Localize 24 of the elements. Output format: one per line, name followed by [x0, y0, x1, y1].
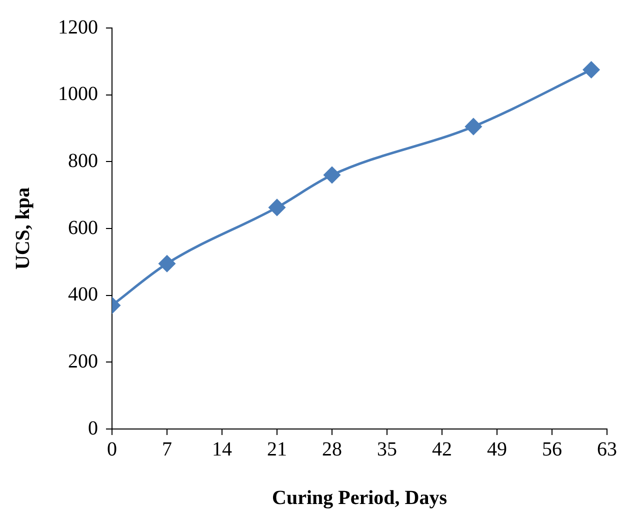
- x-tick-label: 56: [542, 438, 562, 460]
- x-tick-label: 35: [377, 438, 397, 460]
- y-axis-title: UCS, kpa: [12, 187, 34, 270]
- y-tick-label: 800: [68, 150, 98, 172]
- x-tick-label: 0: [107, 438, 117, 460]
- y-tick-label: 1000: [58, 83, 98, 106]
- point: [268, 199, 286, 216]
- x-tick-label: 28: [322, 438, 342, 460]
- point: [583, 62, 600, 78]
- y-tick-label: 400: [68, 284, 98, 306]
- x-tick-label: 42: [432, 438, 452, 460]
- y-tick-label: 600: [68, 216, 98, 239]
- y-tick-label: 1200: [58, 16, 98, 38]
- x-axis-title: Curing Period, Days: [272, 487, 448, 510]
- x-tick-label: 63: [597, 438, 617, 460]
- point: [324, 166, 340, 184]
- point: [465, 118, 482, 135]
- x-tick-label: 7: [162, 438, 172, 460]
- y-tick-label: 200: [68, 350, 98, 372]
- point: [158, 255, 176, 272]
- x-tick-label: 49: [487, 438, 507, 460]
- y-tick-label: 0: [88, 417, 98, 440]
- x-tick-label: 21: [267, 438, 287, 460]
- x-tick-label: 14: [212, 438, 232, 460]
